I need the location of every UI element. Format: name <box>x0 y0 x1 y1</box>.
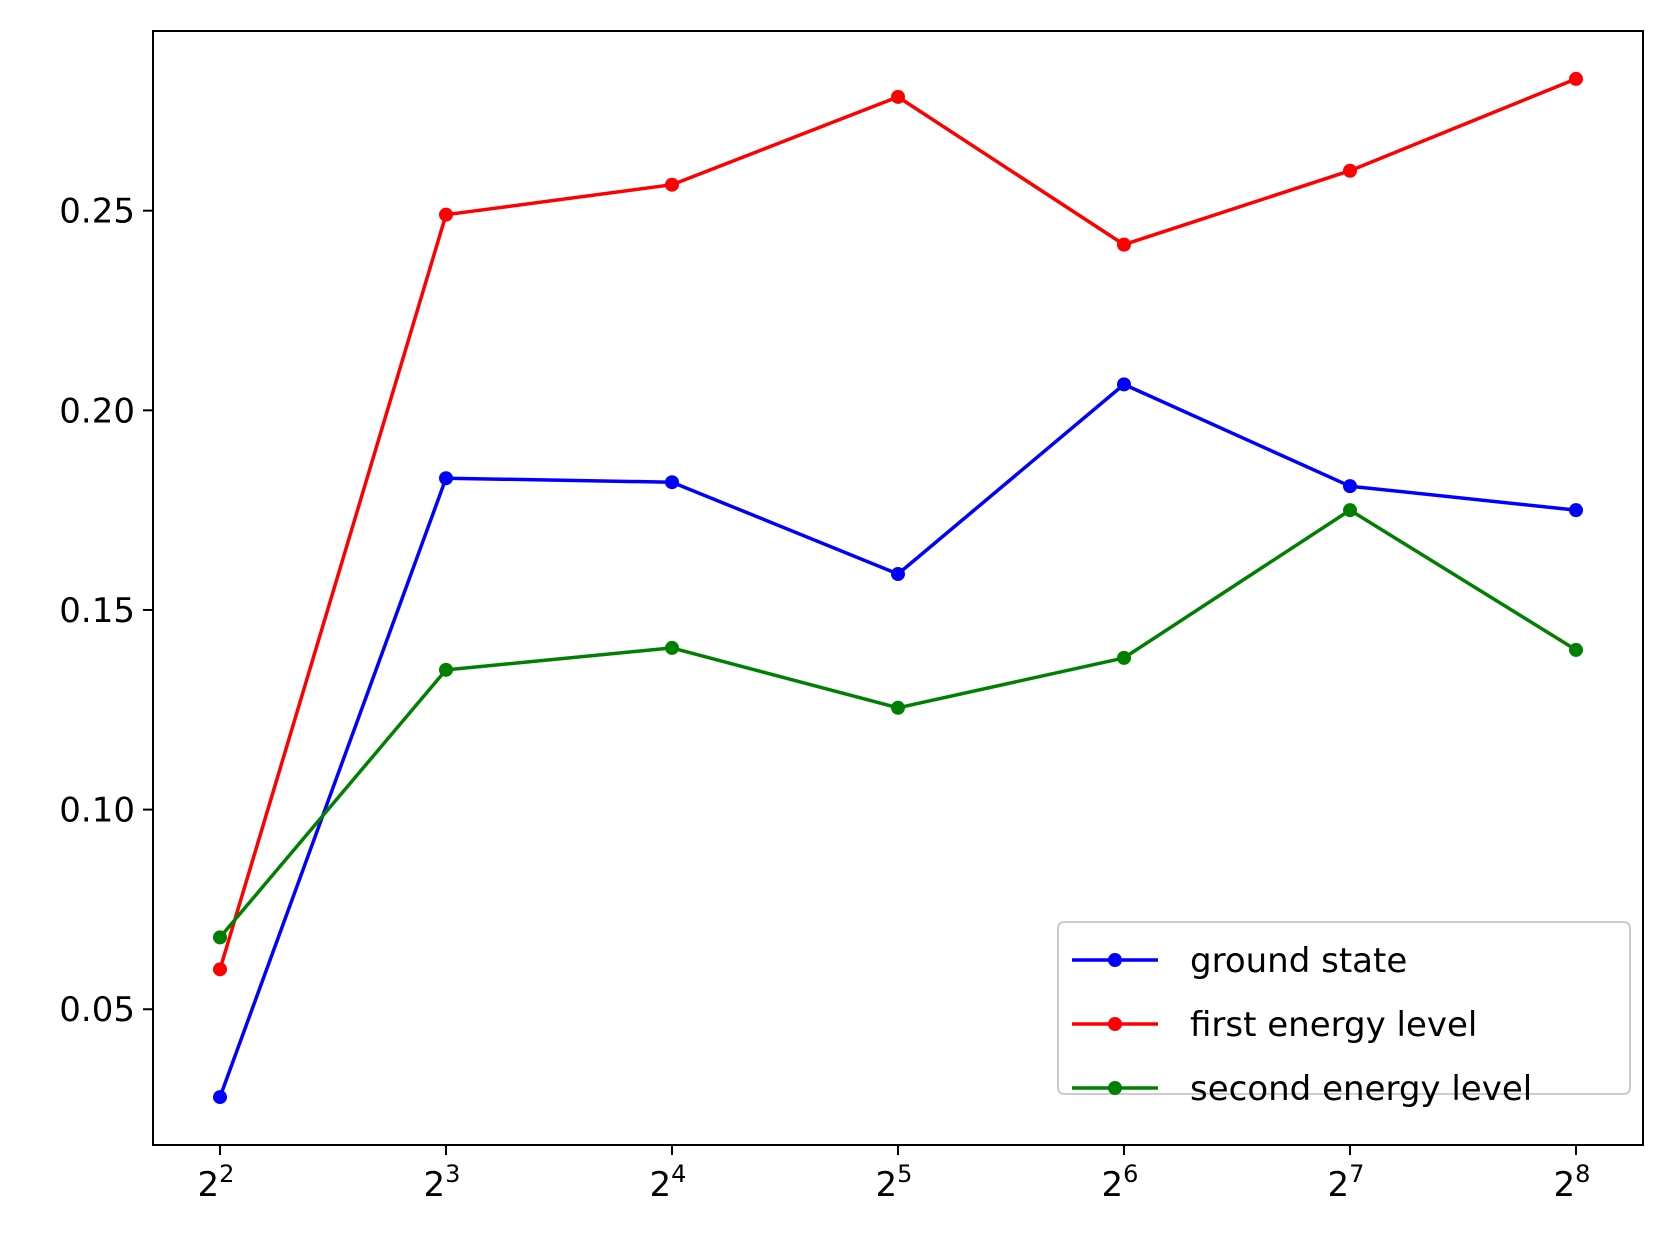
data-point <box>891 89 905 104</box>
legend-item: ground state <box>1072 941 1407 981</box>
legend-label: second energy level <box>1190 1069 1532 1109</box>
data-point <box>1117 237 1131 252</box>
data-point <box>1569 642 1583 657</box>
data-point <box>1569 503 1583 518</box>
series-layer <box>213 71 1583 1105</box>
x-axis: 22 23 24 25 26 27 28 <box>198 1145 1591 1205</box>
y-tick-label: 0.25 <box>59 192 135 232</box>
x-tick-label: 25 <box>876 1160 913 1205</box>
legend-label: first energy level <box>1190 1005 1477 1045</box>
legend: ground state first energy level second ene… <box>1057 921 1631 1109</box>
data-point <box>665 640 679 655</box>
y-tick-label: 0.20 <box>59 391 135 431</box>
data-point <box>439 662 453 677</box>
data-point <box>1117 377 1131 392</box>
data-point <box>891 700 905 715</box>
legend-item: first energy level <box>1072 1005 1477 1045</box>
y-axis: 0.05 0.10 0.15 0.20 0.25 <box>59 192 153 1030</box>
data-point <box>1343 503 1357 518</box>
data-point <box>1343 163 1357 178</box>
x-tick-label: 26 <box>1102 1160 1139 1205</box>
x-tick-label: 28 <box>1554 1160 1591 1205</box>
x-tick-label: 22 <box>198 1160 235 1205</box>
series-3 <box>213 503 1583 945</box>
series-2 <box>213 71 1583 977</box>
data-point <box>1117 650 1131 665</box>
legend-marker <box>1108 1017 1122 1031</box>
data-point <box>891 567 905 582</box>
x-tick-label: 27 <box>1328 1160 1365 1205</box>
data-point <box>439 471 453 486</box>
y-tick-label: 0.15 <box>59 591 135 631</box>
legend-box <box>1057 921 1631 1095</box>
series-1 <box>213 377 1583 1105</box>
x-tick-label: 24 <box>650 1160 687 1205</box>
data-point <box>213 962 227 977</box>
x-tick-label: 23 <box>424 1160 461 1205</box>
y-tick-label: 0.10 <box>59 791 135 831</box>
y-tick-label: 0.05 <box>59 990 135 1030</box>
data-point <box>1343 479 1357 494</box>
data-point <box>213 930 227 945</box>
legend-marker <box>1108 1081 1122 1095</box>
data-point <box>665 177 679 192</box>
legend-label: ground state <box>1190 941 1407 981</box>
data-point <box>213 1090 227 1105</box>
legend-marker <box>1108 953 1122 967</box>
data-point <box>665 475 679 490</box>
data-point <box>1569 71 1583 86</box>
legend-item: second energy level <box>1072 1069 1532 1109</box>
data-point <box>439 207 453 222</box>
